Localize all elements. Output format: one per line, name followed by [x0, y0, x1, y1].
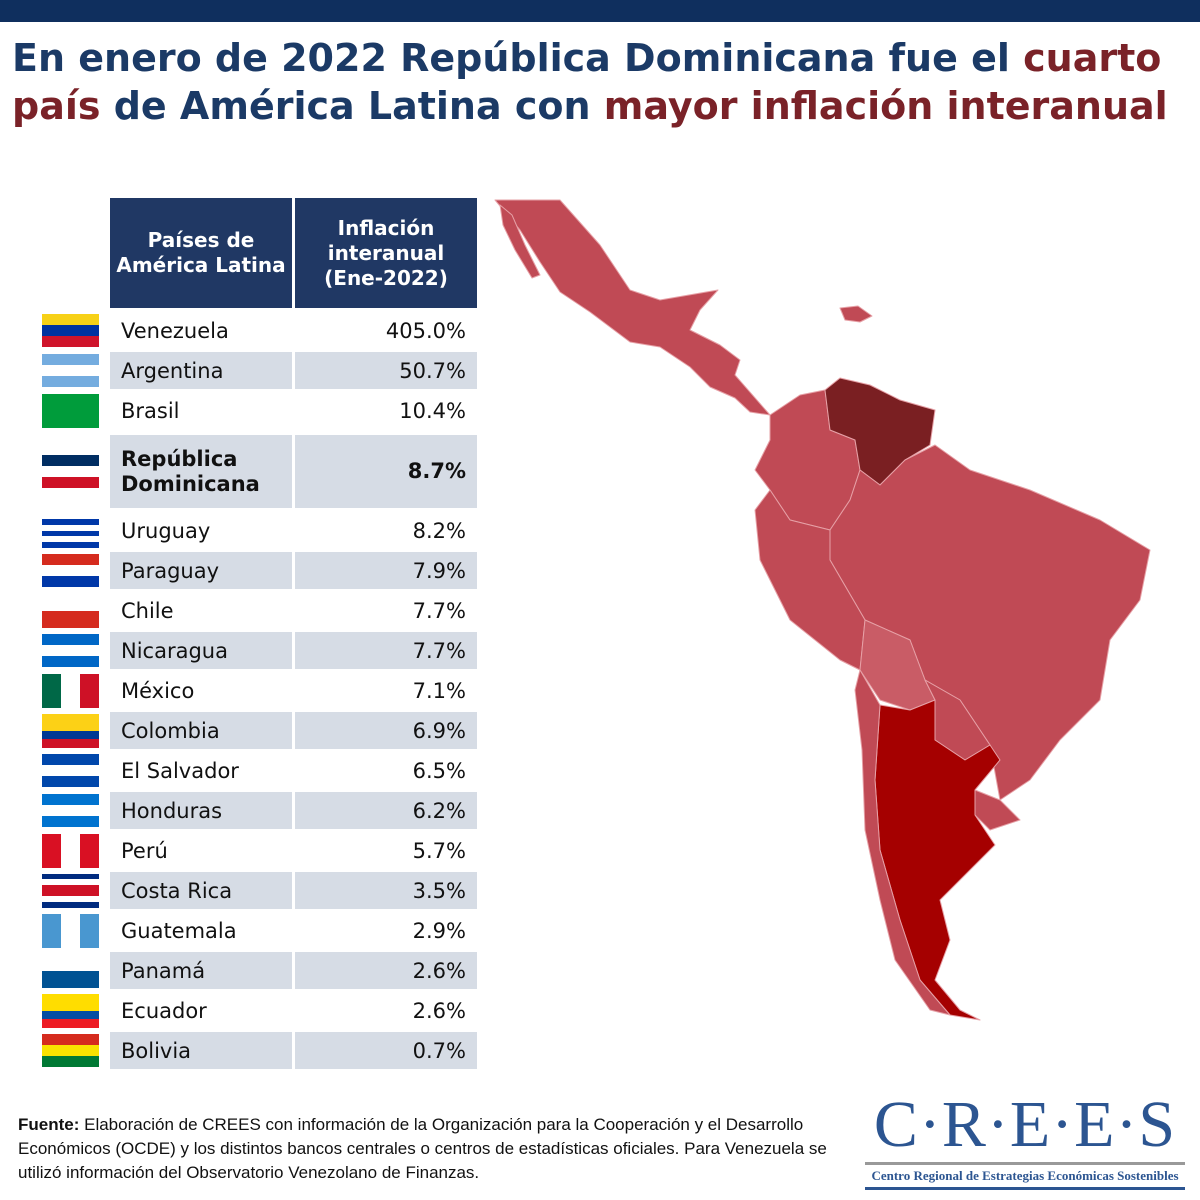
source-note: Fuente: Elaboración de CREES con informa… [18, 1113, 858, 1185]
country-name: Chile [121, 598, 174, 623]
country-name: Costa Rica [110, 872, 292, 909]
title-highlight: cuarto país [12, 36, 1162, 128]
flag-icon [42, 593, 99, 628]
table-row: Uruguay 8.2% [110, 512, 477, 549]
inflation-value: 7.9% [294, 552, 477, 589]
source-label: Fuente: [18, 1115, 80, 1134]
flag-icon [42, 673, 99, 708]
flag-icon [42, 713, 99, 748]
country-name: Nicaragua [110, 632, 292, 669]
source-text: Elaboración de CREES con información de … [18, 1115, 827, 1182]
column-header-inflation: Inflación interanual (Ene-2022) [295, 198, 477, 308]
inflation-value: 7.1% [412, 678, 466, 703]
inflation-value: 3.5% [294, 872, 477, 909]
inflation-value: 6.5% [412, 758, 466, 783]
inflation-value: 2.6% [294, 952, 477, 989]
inflation-value: 7.7% [294, 632, 477, 669]
flag-icon [42, 793, 99, 828]
crees-logo: C·R·E·E·S Centro Regional de Estrategias… [865, 1092, 1185, 1190]
flag-icon [42, 633, 99, 668]
country-name: Colombia [110, 712, 292, 749]
flag-icon [42, 313, 99, 348]
country-name: Bolivia [110, 1032, 292, 1069]
title-highlight: mayor inflación interanual [603, 84, 1168, 128]
inflation-value: 50.7% [294, 352, 477, 389]
table-row: Ecuador 2.6% [110, 992, 477, 1029]
table-row: El Salvador 6.5% [110, 752, 477, 789]
flag-icon [42, 1033, 99, 1068]
inflation-value: 8.2% [412, 518, 466, 543]
country-name: Argentina [110, 352, 292, 389]
inflation-value: 0.7% [294, 1032, 477, 1069]
table-row: Costa Rica 3.5% [110, 872, 477, 909]
country-name: Ecuador [121, 998, 207, 1023]
table-row: Venezuela 405.0% [110, 312, 477, 349]
inflation-value: 6.9% [294, 712, 477, 749]
flag-icon [42, 833, 99, 868]
country-name: Perú [121, 838, 168, 863]
map-mexico-central-america [494, 199, 771, 416]
logo-divider [865, 1162, 1185, 1165]
country-name: Guatemala [121, 918, 237, 943]
table-row: Bolivia 0.7% [110, 1032, 477, 1069]
inflation-value: 6.2% [294, 792, 477, 829]
country-name: República Dominicana [110, 435, 292, 508]
page-title: En enero de 2022 República Dominicana fu… [12, 34, 1192, 130]
logo-divider [865, 1187, 1185, 1190]
inflation-value: 405.0% [385, 318, 466, 343]
map-chile [854, 669, 951, 1016]
table-row: Perú 5.7% [110, 832, 477, 869]
country-name: Paraguay [110, 552, 292, 589]
table-row: Guatemala 2.9% [110, 912, 477, 949]
flag-icon [42, 353, 99, 388]
country-name: El Salvador [121, 758, 239, 783]
table-row: Paraguay 7.9% [110, 552, 477, 589]
top-bar [0, 0, 1200, 22]
table-row: México 7.1% [110, 672, 477, 709]
logo-subtitle: Centro Regional de Estrategias Económica… [871, 1168, 1179, 1183]
table-row: Colombia 6.9% [110, 712, 477, 749]
title-text: En enero de 2022 República Dominicana fu… [12, 36, 1024, 80]
table-row: Honduras 6.2% [110, 792, 477, 829]
table-row: Argentina 50.7% [110, 352, 477, 389]
country-name: Venezuela [121, 318, 229, 343]
country-name: Honduras [110, 792, 292, 829]
flag-icon [42, 953, 99, 988]
flag-icon [42, 873, 99, 908]
flag-icon [42, 393, 99, 428]
flag-icon [42, 454, 99, 489]
flag-icon [42, 753, 99, 788]
table-row: República Dominicana 8.7% [110, 435, 477, 508]
country-name: Panamá [110, 952, 292, 989]
table-row: Brasil 10.4% [110, 392, 477, 429]
inflation-value: 10.4% [399, 398, 466, 423]
table-row: Panamá 2.6% [110, 952, 477, 989]
map-baja-california [499, 204, 541, 279]
flag-icon [42, 553, 99, 588]
logo-name: C·R·E·E·S [873, 1088, 1177, 1161]
title-text: de América Latina con [100, 84, 604, 128]
table-row: Nicaragua 7.7% [110, 632, 477, 669]
flag-icon [42, 513, 99, 548]
map-uruguay [974, 789, 1021, 831]
country-name: México [121, 678, 195, 703]
inflation-value: 2.6% [412, 998, 466, 1023]
inflation-value: 7.7% [412, 598, 466, 623]
flag-icon [42, 913, 99, 948]
inflation-value: 5.7% [412, 838, 466, 863]
inflation-value: 8.7% [294, 435, 477, 508]
table-row: Chile 7.7% [110, 592, 477, 629]
flag-icon [42, 993, 99, 1028]
country-name: Uruguay [121, 518, 211, 543]
map-dominican-republic [839, 305, 873, 323]
inflation-value: 2.9% [412, 918, 466, 943]
country-name: Brasil [121, 398, 180, 423]
column-header-country: Países de América Latina [110, 198, 292, 308]
